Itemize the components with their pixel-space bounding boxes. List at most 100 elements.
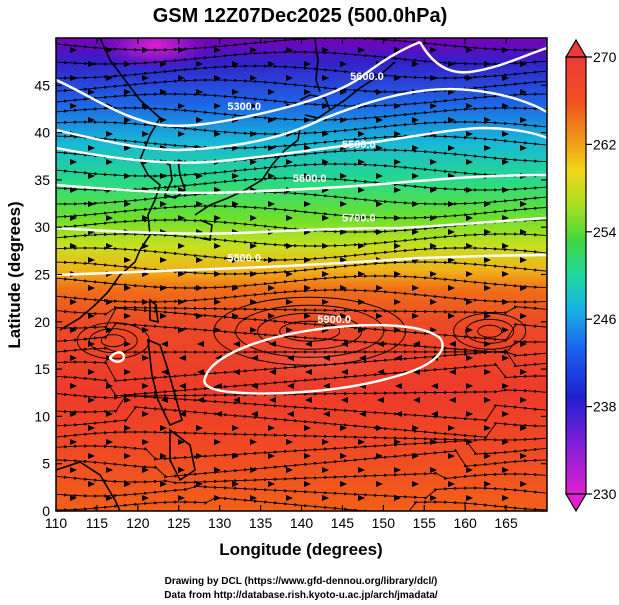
- wind-arrowhead: [232, 61, 239, 67]
- wind-arrowhead: [394, 271, 401, 277]
- wind-arrowhead: [502, 243, 509, 249]
- wind-arrowhead: [196, 117, 203, 123]
- wind-arrowhead: [502, 439, 509, 445]
- wind-arrowhead: [124, 201, 131, 207]
- wind-arrowhead: [520, 453, 527, 459]
- wind-arrowhead: [520, 89, 527, 95]
- wind-arrowhead: [214, 103, 221, 109]
- wind-arrowhead: [484, 117, 491, 123]
- map-title: GSM 12Z07Dec2025 (500.0hPa): [153, 5, 448, 27]
- wind-arrowhead: [70, 327, 77, 333]
- wind-arrowhead: [358, 299, 365, 305]
- contour-label: 5300.0: [227, 101, 261, 113]
- y-tick-label: 40: [34, 125, 50, 141]
- wind-arrowhead: [484, 201, 491, 207]
- streamline: [56, 232, 547, 248]
- wind-arrowhead: [142, 75, 149, 81]
- wind-arrowhead: [449, 341, 456, 347]
- wind-arrowhead: [124, 341, 131, 347]
- wind-arrowhead: [484, 257, 491, 263]
- wind-arrowhead: [268, 145, 275, 151]
- wind-arrowhead: [304, 201, 311, 207]
- wind-arrowhead: [214, 299, 221, 305]
- wind-arrowhead: [412, 453, 419, 459]
- wind-arrowhead: [359, 411, 366, 417]
- wind-arrowhead: [196, 425, 203, 431]
- wind-arrowhead: [395, 383, 402, 389]
- wind-arrowhead: [178, 75, 185, 81]
- wind-arrowhead: [466, 243, 473, 249]
- wind-arrowhead: [106, 327, 113, 333]
- wind-arrowhead: [178, 215, 185, 221]
- wind-arrowhead: [124, 285, 131, 291]
- wind-arrowhead: [232, 453, 239, 459]
- wind-arrowhead: [250, 467, 257, 473]
- wind-arrowhead: [341, 397, 348, 403]
- wind-arrowhead: [502, 355, 509, 361]
- wind-arrowhead: [466, 271, 473, 277]
- wind-arrowhead: [196, 89, 203, 95]
- wind-arrowhead: [214, 495, 221, 501]
- wind-arrowhead: [502, 159, 509, 165]
- wind-arrowhead: [214, 215, 221, 221]
- wind-arrowhead: [376, 425, 383, 431]
- x-tick-label: 115: [86, 515, 109, 531]
- contour-label: 5800.0: [227, 252, 261, 264]
- wind-arrowhead: [178, 327, 185, 333]
- plot-area: 5300.0 5600.0 5500.0 5600.0 5700.0 5800.0 5900…: [56, 38, 547, 511]
- wind-arrowhead: [502, 187, 509, 193]
- colorbar-tick-label: 270: [593, 49, 617, 65]
- colorbar-tick-label: 262: [593, 136, 617, 152]
- wind-arrowhead: [430, 467, 437, 473]
- wind-arrowhead: [232, 313, 239, 319]
- wind-arrowhead: [520, 341, 527, 347]
- y-axis-label: Latitude (degrees): [5, 201, 24, 348]
- wind-arrowhead: [88, 257, 95, 263]
- wind-arrowhead: [322, 131, 329, 137]
- wind-arrowhead: [286, 467, 293, 473]
- wind-arrowhead: [124, 145, 131, 151]
- contour-label: 5600.0: [350, 71, 384, 83]
- wind-arrowhead: [466, 439, 473, 445]
- streamline: [56, 484, 547, 501]
- wind-arrowhead: [233, 369, 240, 375]
- streamline: [56, 176, 547, 192]
- wind-arrowhead: [520, 369, 527, 375]
- wind-arrowhead: [160, 425, 167, 431]
- wind-arrowhead: [430, 187, 437, 193]
- wind-arrowhead: [215, 411, 222, 417]
- wind-arrowhead: [502, 411, 509, 417]
- x-tick-label: 110: [45, 515, 68, 531]
- wind-arrowhead: [142, 131, 149, 137]
- wind-arrowhead: [358, 243, 365, 249]
- wind-arrowhead: [304, 117, 311, 123]
- wind-arrowhead: [322, 159, 329, 165]
- contour-5400: [56, 87, 547, 152]
- wind-arrowhead: [466, 75, 473, 81]
- wind-arrowhead: [304, 481, 311, 487]
- wind-arrowhead: [323, 383, 330, 389]
- wind-arrowhead: [430, 439, 437, 445]
- wind-arrowhead: [70, 243, 77, 249]
- anticyclone-streamline: [235, 304, 385, 358]
- wind-arrowhead: [286, 215, 293, 221]
- wind-arrowhead: [88, 369, 95, 375]
- wind-arrowhead: [412, 285, 419, 291]
- wind-arrowhead: [304, 89, 311, 95]
- wind-arrowhead: [268, 453, 275, 459]
- x-axis-label: Longitude (degrees): [219, 540, 382, 559]
- wind-arrowhead: [520, 285, 527, 291]
- wind-arrowhead: [413, 341, 420, 347]
- wind-arrowhead: [232, 425, 239, 431]
- wind-arrowhead: [340, 117, 347, 123]
- wind-arrowhead: [214, 271, 221, 277]
- wind-arrowhead: [106, 411, 113, 417]
- wind-arrowhead: [197, 397, 204, 403]
- wind-arrowhead: [88, 117, 95, 123]
- wind-arrowhead: [160, 257, 167, 263]
- y-tick-label: 5: [42, 456, 50, 472]
- wind-arrowhead: [232, 89, 239, 95]
- streamline: [56, 120, 547, 136]
- wind-arrowhead: [448, 145, 455, 151]
- x-tick-label: 125: [167, 515, 191, 531]
